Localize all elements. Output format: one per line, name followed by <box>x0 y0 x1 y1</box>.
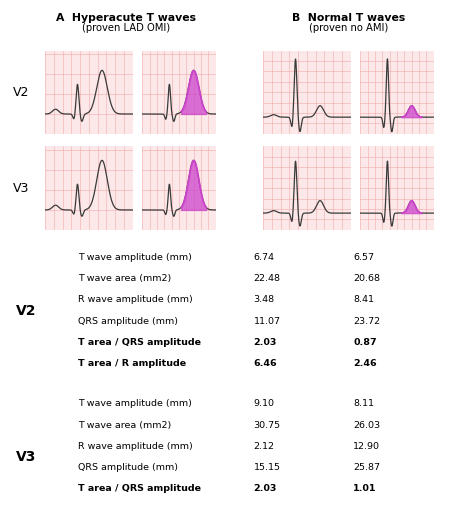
Text: T area / QRS amplitude: T area / QRS amplitude <box>78 338 201 347</box>
Text: T wave amplitude (mm): T wave amplitude (mm) <box>78 399 192 409</box>
Text: 3.48: 3.48 <box>254 295 275 305</box>
Text: (proven LAD OMI): (proven LAD OMI) <box>82 23 170 33</box>
Text: 6.46: 6.46 <box>254 359 277 368</box>
Text: 8.41: 8.41 <box>353 295 374 305</box>
Text: 25.87: 25.87 <box>353 463 380 472</box>
Text: 23.72: 23.72 <box>353 317 380 326</box>
Text: 30.75: 30.75 <box>254 421 281 430</box>
Text: T area / R amplitude: T area / R amplitude <box>78 359 186 368</box>
Text: R wave amplitude (mm): R wave amplitude (mm) <box>78 295 193 305</box>
Text: 9.10: 9.10 <box>254 399 274 409</box>
Text: 2.03: 2.03 <box>254 338 277 347</box>
Text: 6.74: 6.74 <box>254 253 274 262</box>
Text: V2: V2 <box>16 304 36 318</box>
Text: B  Normal T waves: B Normal T waves <box>292 13 405 23</box>
Text: V3: V3 <box>13 182 29 194</box>
Text: T wave amplitude (mm): T wave amplitude (mm) <box>78 253 192 262</box>
Text: R wave amplitude (mm): R wave amplitude (mm) <box>78 442 193 451</box>
Text: 0.87: 0.87 <box>353 338 377 347</box>
Text: V3: V3 <box>16 450 36 464</box>
Text: 12.90: 12.90 <box>353 442 380 451</box>
Text: QRS amplitude (mm): QRS amplitude (mm) <box>78 463 178 472</box>
Text: 11.07: 11.07 <box>254 317 281 326</box>
Text: 26.03: 26.03 <box>353 421 380 430</box>
Text: T wave area (mm2): T wave area (mm2) <box>78 421 172 430</box>
Text: 20.68: 20.68 <box>353 274 380 283</box>
Text: T area / QRS amplitude: T area / QRS amplitude <box>78 484 201 493</box>
Text: 15.15: 15.15 <box>254 463 281 472</box>
Text: QRS amplitude (mm): QRS amplitude (mm) <box>78 317 178 326</box>
Text: 2.03: 2.03 <box>254 484 277 493</box>
Text: (proven no AMI): (proven no AMI) <box>309 23 388 33</box>
Text: 22.48: 22.48 <box>254 274 281 283</box>
Text: T wave area (mm2): T wave area (mm2) <box>78 274 172 283</box>
Text: 6.57: 6.57 <box>353 253 374 262</box>
Text: 2.12: 2.12 <box>254 442 274 451</box>
Text: 8.11: 8.11 <box>353 399 374 409</box>
Text: 1.01: 1.01 <box>353 484 377 493</box>
Text: V2: V2 <box>13 86 29 98</box>
Text: 2.46: 2.46 <box>353 359 377 368</box>
Text: A  Hyperacute T waves: A Hyperacute T waves <box>55 13 196 23</box>
